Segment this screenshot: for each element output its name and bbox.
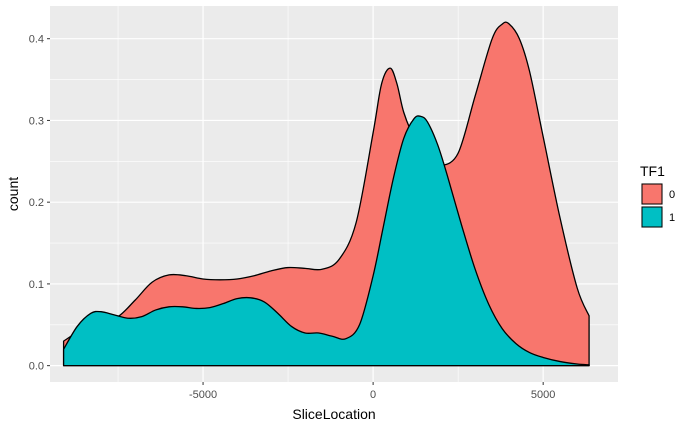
x-tick-label: -5000: [189, 389, 217, 401]
y-tick-label: 0.3: [29, 115, 44, 127]
legend-swatch-0: [641, 183, 663, 205]
legend-label-0: 0: [669, 189, 675, 201]
x-axis-ticks: -5000 0 5000: [189, 382, 555, 401]
y-axis-title: count: [5, 177, 21, 211]
density-areas: [62, 21, 590, 367]
y-tick-label: 0.0: [29, 361, 44, 373]
y-tick-label: 0.2: [29, 197, 44, 209]
legend-title: TF1: [640, 163, 665, 179]
x-axis-title: SliceLocation: [292, 406, 375, 422]
y-axis-ticks: 0.0 0.1 0.2 0.3 0.4: [29, 34, 50, 373]
x-tick-label: 0: [370, 389, 376, 401]
legend-keys: 01: [641, 183, 675, 228]
legend: TF1 01: [640, 163, 675, 228]
x-tick-label: 5000: [531, 389, 555, 401]
legend-label-1: 1: [669, 212, 675, 224]
y-tick-label: 0.1: [29, 279, 44, 291]
y-tick-label: 0.4: [29, 34, 44, 46]
density-area-series-1: [62, 115, 590, 367]
legend-swatch-1: [641, 206, 663, 228]
